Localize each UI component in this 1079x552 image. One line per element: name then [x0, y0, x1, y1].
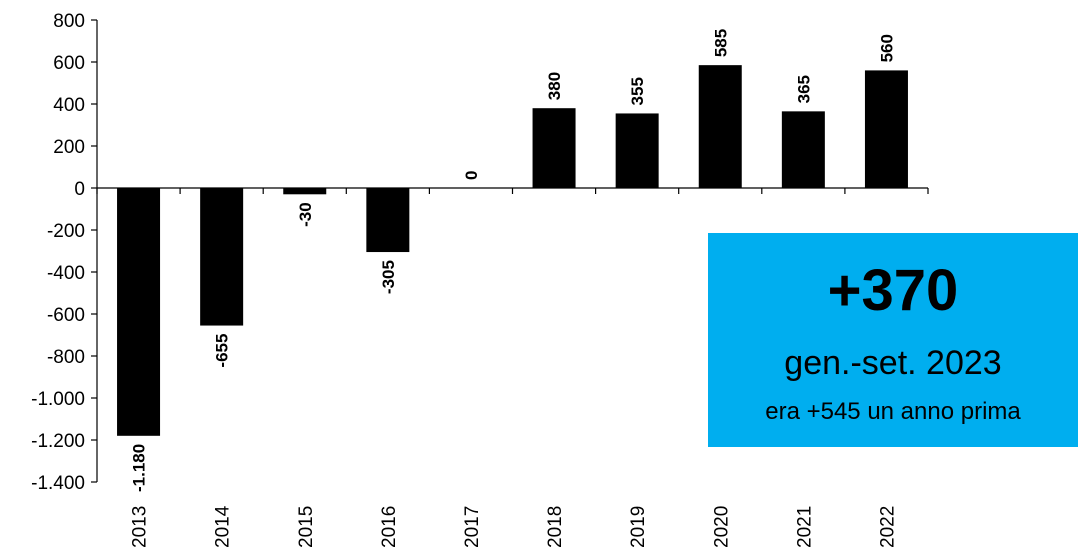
callout-period: gen.-set. 2023	[784, 344, 1002, 382]
x-tick-label: 2021	[794, 506, 815, 548]
data-label-2013: -1.180	[130, 444, 149, 492]
data-label-2015: -30	[296, 202, 315, 227]
bar-2014	[200, 188, 244, 326]
data-label-2020: 585	[711, 29, 730, 57]
x-tick-label: 2013	[130, 506, 151, 548]
data-label-2014: -655	[213, 334, 232, 368]
bar-2015	[283, 188, 327, 195]
y-tick-label: 400	[53, 95, 85, 116]
x-tick-label: 2019	[628, 506, 649, 548]
data-labels: -1.180 -655 -30 -305 0 380 355 585 365 560	[130, 29, 897, 492]
x-axis: 2013 2014 2015 2016 2017 2018 2019 2020 2021 2022	[96, 187, 929, 548]
data-label-2017: 0	[462, 171, 481, 180]
bar-2016	[366, 188, 410, 253]
x-tick-label: 2022	[877, 506, 898, 548]
y-tick-label: 200	[53, 137, 85, 158]
x-tick-label: 2014	[213, 505, 234, 548]
x-tick-label: 2015	[296, 506, 317, 548]
bar-2013	[117, 188, 161, 436]
x-tick-label: 2020	[711, 506, 732, 548]
y-tick-label: -400	[47, 263, 85, 284]
summary-callout-box: +370 gen.-set. 2023 era +545 un anno pri…	[708, 233, 1078, 447]
bar-2018	[532, 108, 576, 188]
y-tick-label: -1.400	[31, 473, 85, 494]
y-tick-label: -1.200	[31, 431, 85, 452]
data-label-2018: 380	[545, 72, 564, 100]
y-tick-label: -600	[47, 305, 85, 326]
bar-2019	[615, 113, 659, 188]
y-tick-label: 800	[53, 11, 85, 32]
data-label-2022: 560	[877, 34, 896, 62]
y-axis: 800 600 400 200 0 -200 -400 -600 -800 -1.000 -1.20…	[31, 11, 98, 494]
x-tick-label: 2016	[379, 506, 400, 548]
x-tick-label: 2018	[545, 506, 566, 548]
bar-2022	[864, 70, 908, 188]
callout-note: era +545 un anno prima	[765, 398, 1021, 425]
data-label-2019: 355	[628, 77, 647, 105]
data-label-2021: 365	[794, 75, 813, 103]
data-label-2016: -305	[379, 260, 398, 294]
bars	[117, 65, 908, 436]
callout-value: +370	[827, 258, 959, 323]
y-tick-label: 600	[53, 53, 85, 74]
y-tick-label: 0	[74, 179, 85, 200]
bar-2021	[781, 111, 825, 188]
x-tick-label: 2017	[462, 506, 483, 548]
bar-2020	[698, 65, 742, 188]
y-tick-label: -800	[47, 347, 85, 368]
y-tick-label: -1.000	[31, 389, 85, 410]
y-tick-label: -200	[47, 221, 85, 242]
